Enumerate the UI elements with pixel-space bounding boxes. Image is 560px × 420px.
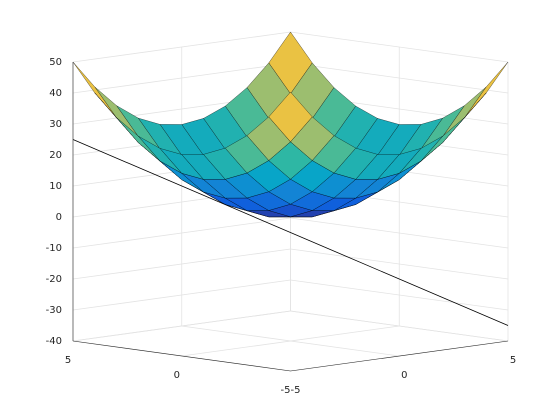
z-tick-label: -20 (46, 274, 62, 285)
y-tick-label: -5 (291, 385, 301, 396)
x-tick-label: 5 (65, 355, 71, 366)
z-tick-label: 30 (49, 119, 62, 130)
z-tick-label: 10 (49, 181, 62, 192)
z-tick-label: 40 (49, 88, 62, 99)
y-tick-label: 0 (401, 370, 407, 381)
z-tick-label: 50 (49, 57, 62, 68)
z-tick-label: -40 (46, 336, 62, 347)
z-tick-label: -10 (46, 243, 62, 254)
surface-face (268, 91, 313, 143)
x-tick-label: 0 (174, 370, 180, 381)
line-3d (72, 139, 509, 326)
z-tick-label: -30 (46, 305, 62, 316)
x-tick-label: -5 (281, 385, 291, 396)
z-tick-label: 0 (56, 212, 62, 223)
axis-line (72, 340, 509, 372)
y-tick-label: 5 (510, 355, 516, 366)
z-tick-label: 20 (49, 150, 62, 161)
